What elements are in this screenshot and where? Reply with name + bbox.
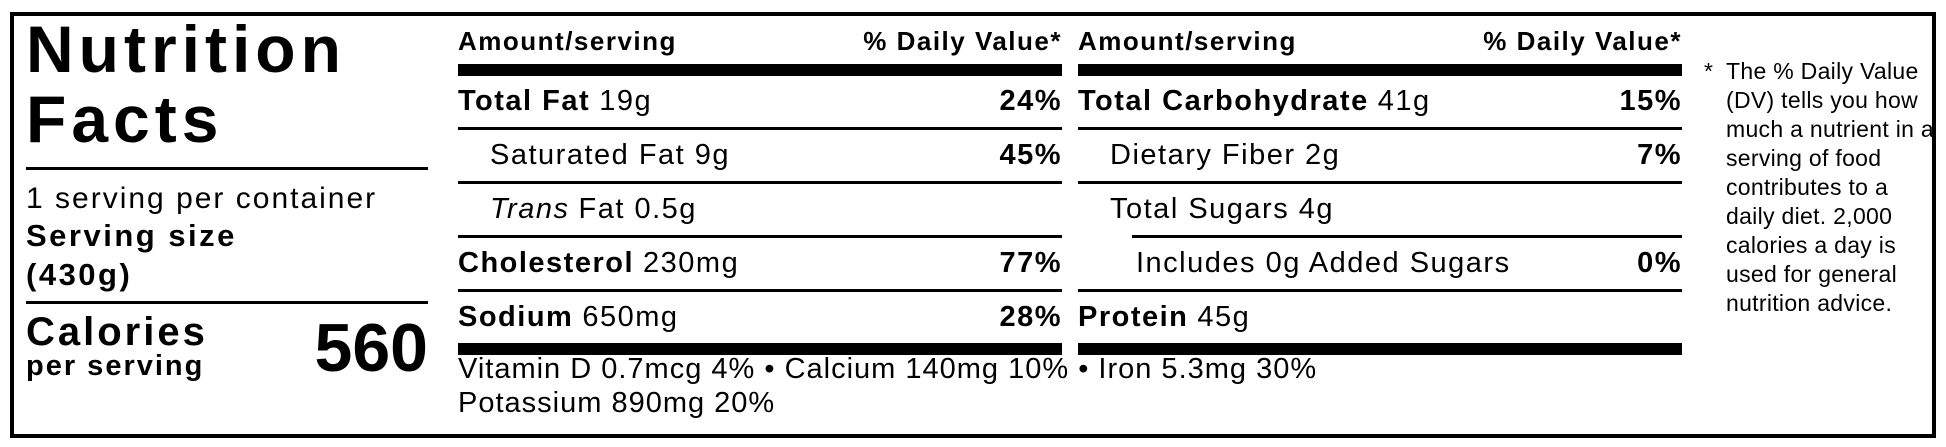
row-sodium: Sodium 650mg 28% (458, 292, 1062, 343)
nutrient-amount: Fat 0.5g (578, 193, 697, 225)
column-2-header: Amount/serving % Daily Value* (1078, 20, 1682, 64)
nutrient-amount: 19g (599, 85, 653, 117)
row-total-carbohydrate: Total Carbohydrate 41g 15% (1078, 76, 1682, 127)
calories-labels: Calories per serving (26, 310, 208, 382)
row-added-sugars: Includes 0g Added Sugars 0% (1078, 238, 1682, 289)
micronutrients-line-2: Potassium 890mg 20% (458, 387, 776, 419)
divider (458, 127, 1062, 130)
amount-per-serving-header: Amount/serving (1078, 26, 1297, 56)
servings-per-container: 1 serving per container (26, 182, 378, 215)
row-protein: Protein 45g (1078, 292, 1682, 343)
nutrition-facts-title: Nutrition Facts (26, 14, 436, 154)
nutrient-amount: Total Sugars 4g (1110, 193, 1335, 225)
nutrient-name: Trans (490, 193, 570, 225)
divider (458, 235, 1062, 238)
title-line-1: Nutrition (26, 12, 346, 86)
row-cholesterol: Cholesterol 230mg 77% (458, 238, 1062, 289)
nutrient-name: Protein (1078, 301, 1189, 333)
daily-value: 24% (999, 85, 1062, 117)
micronutrients: Vitamin D 0.7mcg 4% • Calcium 140mg 10% … (458, 352, 1684, 420)
divider (1078, 127, 1682, 130)
micronutrients-line-1: Vitamin D 0.7mcg 4% • Calcium 140mg 10% … (458, 353, 1318, 385)
calories-sublabel: per serving (26, 350, 205, 382)
nutrient-amount: Dietary Fiber 2g (1110, 139, 1341, 171)
daily-value: 7% (1637, 139, 1682, 171)
nutrient-amount: Saturated Fat 9g (490, 139, 731, 171)
serving-size-label: Serving size (26, 218, 237, 253)
footnote-text: The % Daily Value (DV) tells you how muc… (1726, 58, 1935, 316)
serving-size-value: (430g) (26, 257, 133, 292)
calories-label: Calories (26, 310, 208, 354)
daily-value-header: % Daily Value* (1483, 26, 1682, 56)
amount-per-serving-header: Amount/serving (458, 26, 677, 56)
nutrient-name: Total Carbohydrate (1078, 85, 1369, 117)
nutrient-column-2: Amount/serving % Daily Value* Total Carb… (1078, 20, 1682, 355)
serving-size: Serving size (430g) (26, 216, 237, 294)
row-total-sugars: Total Sugars 4g (1078, 184, 1682, 235)
thick-bar (1078, 343, 1682, 355)
nutrient-amount: 650mg (582, 301, 679, 333)
nutrient-name: Sodium (458, 301, 574, 333)
thick-bar (1078, 64, 1682, 76)
calories-section: Calories per serving 560 (26, 310, 428, 386)
daily-value: 15% (1619, 85, 1682, 117)
daily-value: 45% (999, 139, 1062, 171)
daily-value: 28% (999, 301, 1062, 333)
daily-value-footnote: * The % Daily Value (DV) tells you how m… (1700, 57, 1934, 318)
nutrition-label-border (10, 12, 1936, 438)
row-dietary-fiber: Dietary Fiber 2g 7% (1078, 130, 1682, 181)
divider (26, 167, 428, 170)
divider (1078, 289, 1682, 292)
divider-indented (1132, 235, 1682, 238)
calories-value: 560 (314, 310, 428, 386)
nutrient-amount: Includes 0g Added Sugars (1136, 247, 1511, 279)
thick-bar (458, 343, 1062, 355)
column-1-header: Amount/serving % Daily Value* (458, 20, 1062, 64)
nutrient-name: Total Fat (458, 85, 591, 117)
divider (458, 289, 1062, 292)
row-trans-fat: Trans Fat 0.5g (458, 184, 1062, 235)
divider (458, 181, 1062, 184)
title-line-2: Facts (26, 82, 224, 156)
row-total-fat: Total Fat 19g 24% (458, 76, 1062, 127)
row-saturated-fat: Saturated Fat 9g 45% (458, 130, 1062, 181)
nutrient-amount: 45g (1197, 301, 1251, 333)
nutrient-amount: 230mg (643, 247, 740, 279)
daily-value-header: % Daily Value* (863, 26, 1062, 56)
asterisk-marker: * (1704, 58, 1714, 84)
divider (26, 301, 428, 304)
divider (1078, 181, 1682, 184)
nutrient-name: Cholesterol (458, 247, 635, 279)
daily-value: 77% (999, 247, 1062, 279)
nutrient-column-1: Amount/serving % Daily Value* Total Fat … (458, 20, 1062, 355)
thick-bar (458, 64, 1062, 76)
nutrient-amount: 41g (1377, 85, 1431, 117)
daily-value: 0% (1637, 247, 1682, 279)
